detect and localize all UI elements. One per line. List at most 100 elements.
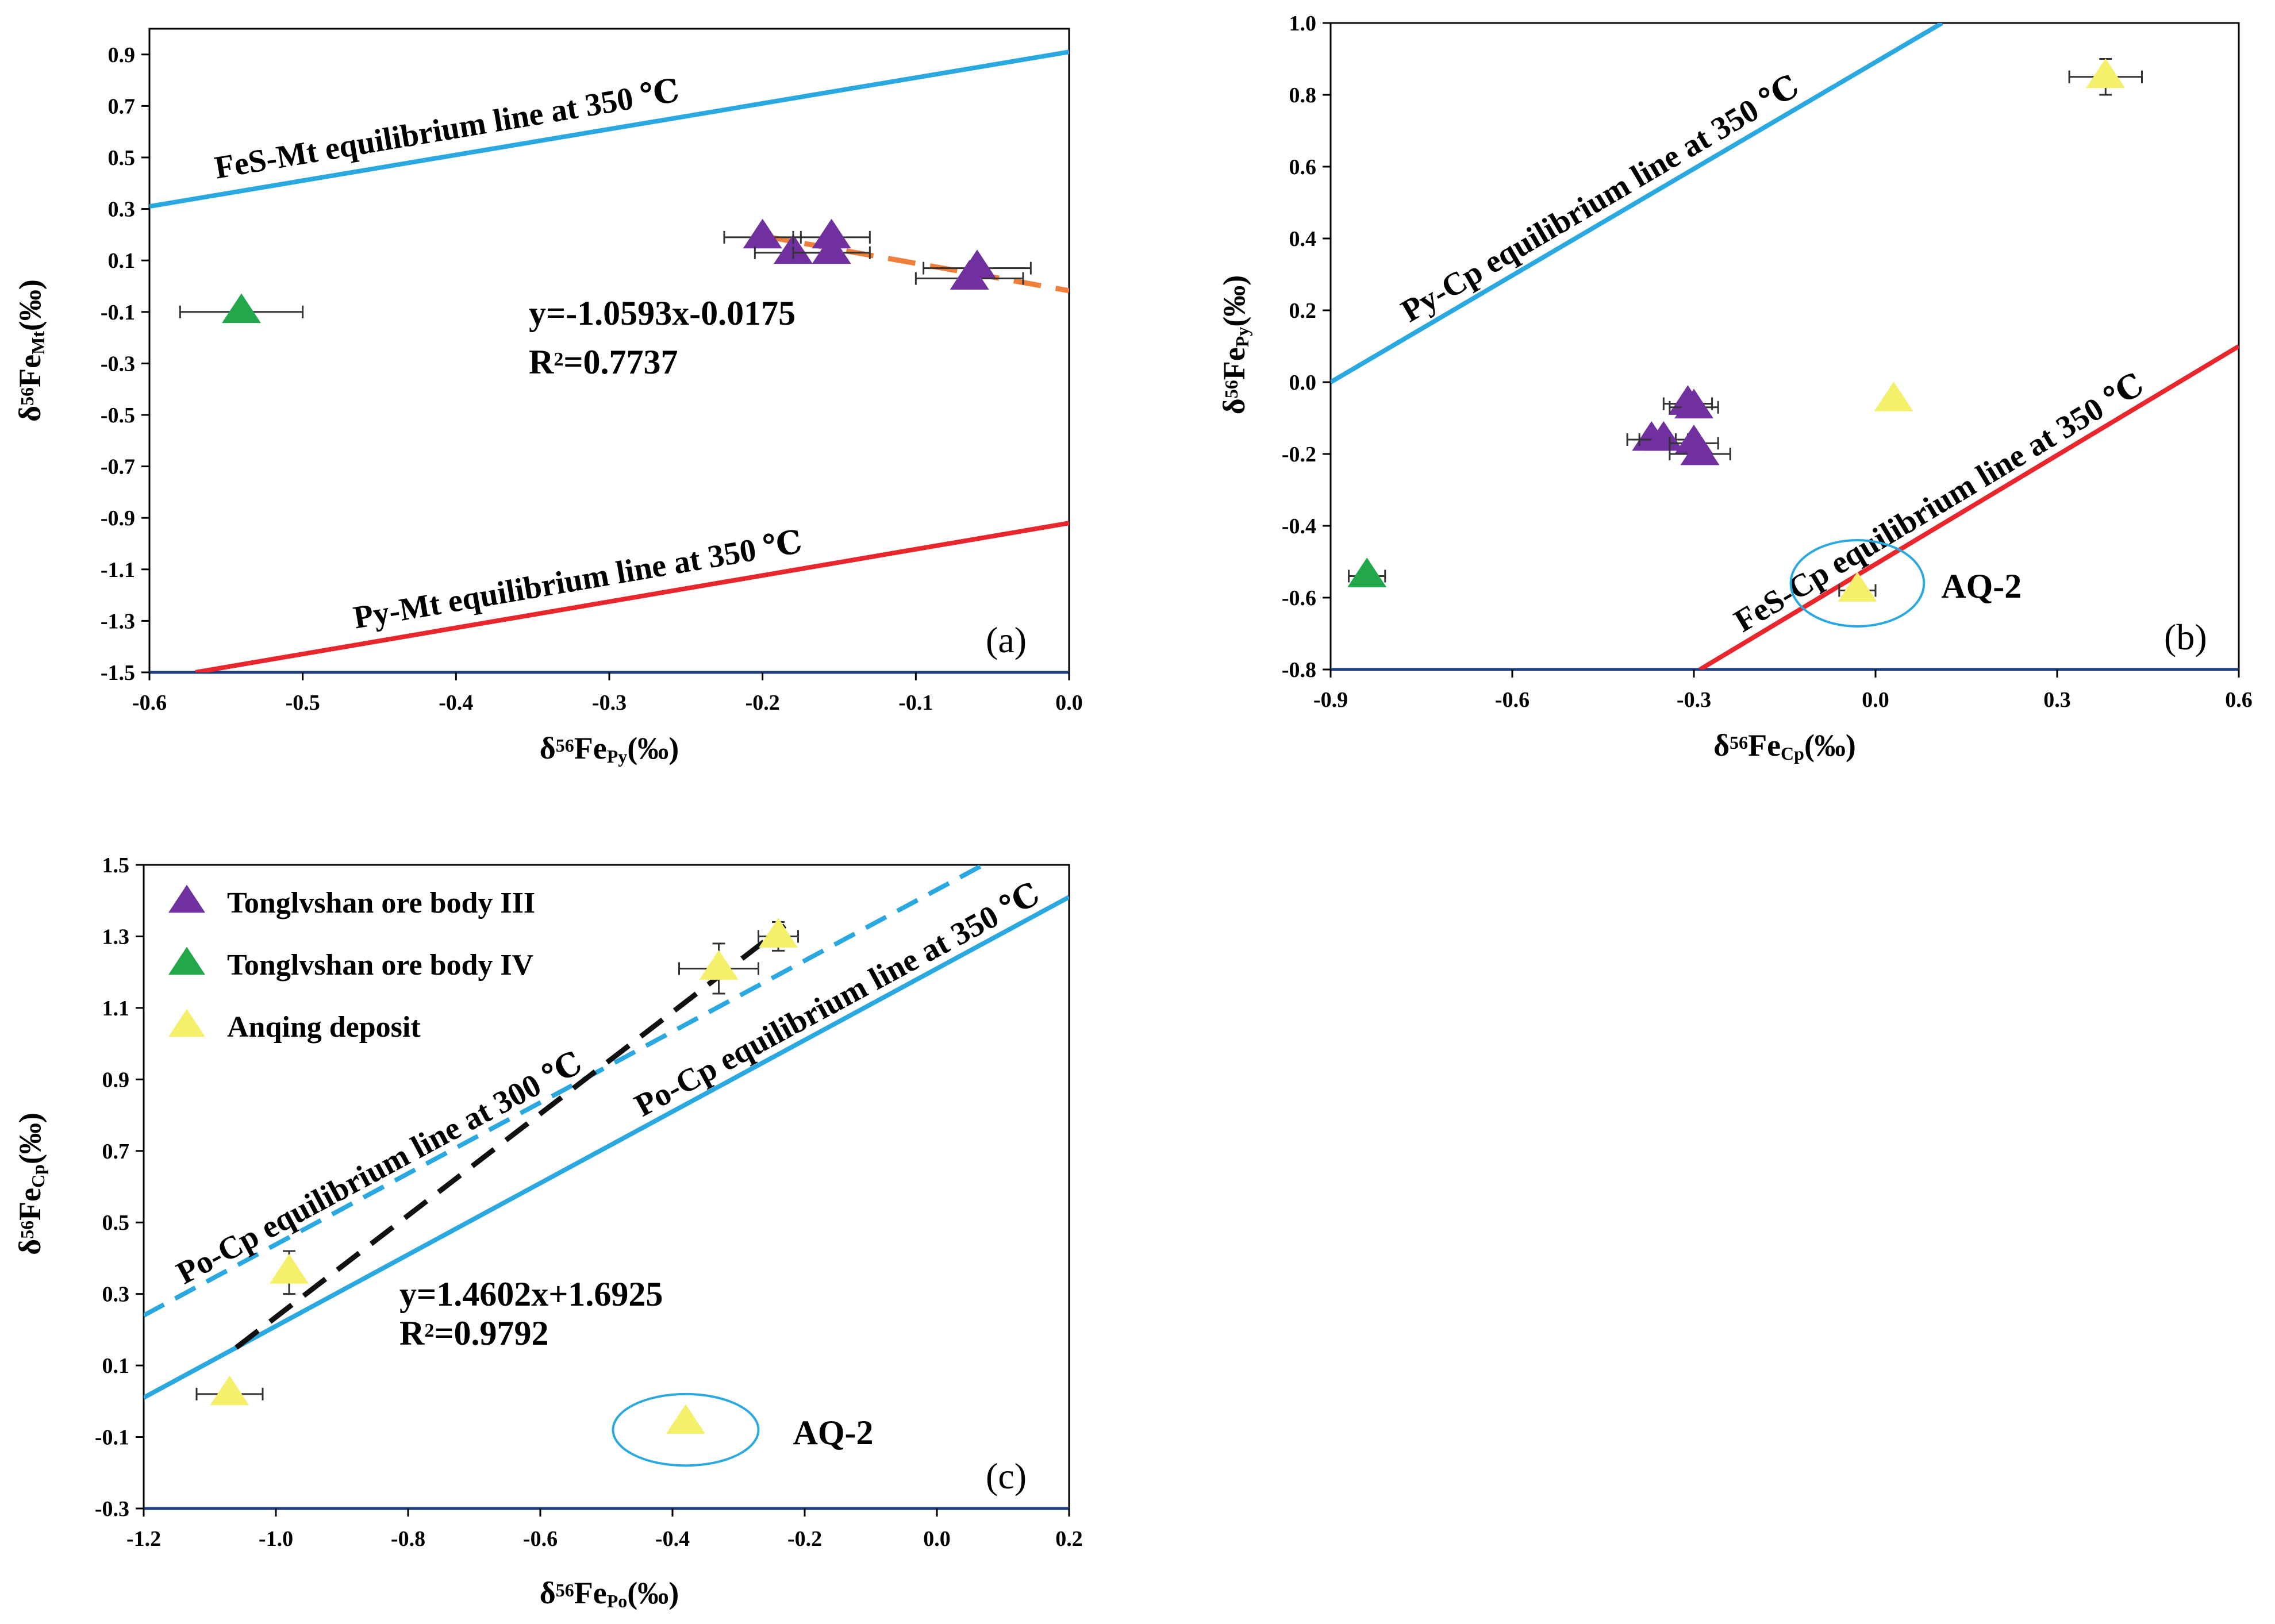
regression-equation: y=1.4602x+1.6925 bbox=[399, 1275, 663, 1313]
y-axis-title-sup: 56 bbox=[1221, 380, 1242, 398]
y-axis-title-sup: 56 bbox=[17, 1221, 37, 1239]
y-axis-title-main: Fe bbox=[13, 1188, 47, 1221]
panel-tag: (c) bbox=[986, 1456, 1027, 1496]
x-axis-title-sup: 56 bbox=[556, 735, 574, 756]
y-tick-label: 0.7 bbox=[108, 94, 136, 118]
data-point bbox=[1680, 435, 1720, 465]
y-tick-label: 0.3 bbox=[102, 1283, 130, 1307]
line-py-mt-350 bbox=[195, 521, 1069, 672]
y-axis-title: δ56FeCp(‰) bbox=[13, 1113, 48, 1255]
y-axis-title-sub: Py bbox=[1232, 327, 1252, 348]
panel-b: -0.9 -0.6 -0.3 0.0 0.3 0.6 -0.8 -0.6 -0.4 -0.2 0.0… bbox=[1217, 11, 2253, 764]
x-tick-label: -0.6 bbox=[132, 691, 167, 715]
x-tick-label: -0.6 bbox=[523, 1527, 558, 1551]
y-tick-label: 1.3 bbox=[102, 925, 130, 949]
panel-a: -0.6 -0.5 -0.4 -0.3 -0.2 -0.1 0.0 -1.5 -1.3 -1.1 -… bbox=[13, 28, 1083, 767]
y-tick-label: 0.3 bbox=[108, 198, 136, 222]
r2-exponent: 2 bbox=[554, 349, 563, 370]
data-point bbox=[666, 1404, 705, 1434]
y-tick-label: 0.8 bbox=[1289, 83, 1317, 107]
y-tick-label: -0.1 bbox=[101, 301, 135, 325]
panel-c: -1.2 -1.0 -0.8 -0.6 -0.4 -0.2 0.0 0.2 -0.3 -0.1 0.… bbox=[13, 853, 1083, 1611]
x-axis-title-sub: Py bbox=[607, 746, 628, 767]
x-axis-title-sup: 56 bbox=[556, 1580, 574, 1600]
y-tick-label: 0.5 bbox=[102, 1211, 130, 1235]
y-tick-label: -1.1 bbox=[101, 558, 135, 582]
regression-equation: y=-1.0593x-0.0175 bbox=[529, 294, 796, 332]
y-axis-title-main: Fe bbox=[13, 355, 47, 387]
data-point bbox=[1838, 572, 1877, 602]
y-tick-label: 0.9 bbox=[108, 43, 136, 67]
data-point bbox=[2086, 58, 2126, 88]
y-axis-title-sub: Cp bbox=[28, 1164, 48, 1188]
y-axis-title-unit: (‰) bbox=[13, 1113, 47, 1164]
legend-label: Anqing deposit bbox=[227, 1011, 421, 1044]
y-tick-label: -1.5 bbox=[101, 661, 135, 685]
highlight-label: AQ-2 bbox=[1941, 567, 2022, 605]
x-axis-title-main: Fe bbox=[1748, 728, 1781, 763]
data-point bbox=[270, 1254, 309, 1284]
line-regression bbox=[235, 923, 787, 1350]
line-po-cp-350 bbox=[144, 895, 1069, 1400]
y-axis-title-prefix: δ bbox=[1217, 398, 1251, 414]
y-tick-label: -0.2 bbox=[1282, 442, 1316, 467]
y-tick-label: -0.7 bbox=[101, 455, 135, 479]
series-tonglvshan-ore-body-iii bbox=[1626, 385, 1731, 465]
y-tick-label: 0.6 bbox=[1289, 155, 1317, 179]
x-tick-label: -1.0 bbox=[259, 1527, 293, 1551]
panel-tag: (b) bbox=[2164, 617, 2207, 657]
line-layer bbox=[1331, 23, 2239, 669]
x-tick-label: -0.2 bbox=[787, 1527, 822, 1551]
series-anqing-deposit bbox=[1838, 58, 2143, 602]
y-tick-label: -0.5 bbox=[101, 403, 135, 428]
x-tick-label: -0.2 bbox=[745, 691, 780, 715]
y-tick-label: 0.1 bbox=[102, 1354, 130, 1378]
y-tick-label: 0.9 bbox=[102, 1068, 130, 1092]
x-tick-label: -0.4 bbox=[655, 1527, 690, 1551]
r2-value: =0.7737 bbox=[563, 343, 678, 381]
line-label-py-cp-350: Py-Cp equilibrium line at 350 ℃ bbox=[1395, 68, 1805, 329]
series-anqing-deposit bbox=[195, 918, 799, 1434]
x-tick-label: 0.3 bbox=[2043, 688, 2071, 712]
line-label-po-cp-300: Po-Cp equilibrium line at 300 ℃ bbox=[171, 1045, 588, 1291]
y-tick-label: 1.1 bbox=[102, 996, 130, 1021]
x-tick-label: -0.5 bbox=[286, 691, 320, 715]
x-tick-label: -0.3 bbox=[592, 691, 627, 715]
x-tick-label: -0.4 bbox=[439, 691, 473, 715]
y-axis-title-sup: 56 bbox=[17, 387, 37, 406]
y-tick-label: -1.3 bbox=[101, 609, 135, 633]
y-axis-title-sub: Mt bbox=[28, 331, 48, 355]
line-po-cp-300 bbox=[144, 865, 985, 1318]
data-point bbox=[759, 918, 798, 948]
line-regression bbox=[762, 233, 1069, 294]
x-tick-label: 0.0 bbox=[1862, 688, 1889, 712]
y-tick-label: -0.3 bbox=[101, 352, 135, 376]
y-axis-title-prefix: δ bbox=[13, 406, 47, 422]
x-axis-title: δ56FePy(‰) bbox=[540, 731, 679, 767]
legend-marker bbox=[168, 1009, 205, 1037]
line-label-feS-cp-350: FeS-Cp equilibrium line at 350 ℃ bbox=[1728, 367, 2150, 639]
x-axis-title-prefix: δ bbox=[540, 1576, 556, 1610]
y-axis-title-main: Fe bbox=[1217, 347, 1251, 380]
data-point bbox=[222, 293, 261, 324]
y-tick-label: -0.4 bbox=[1282, 514, 1316, 538]
y-tick-label: 0.4 bbox=[1289, 227, 1317, 251]
line-layer bbox=[144, 865, 1069, 1400]
x-tick-label: 0.2 bbox=[1055, 1527, 1083, 1551]
highlight-label: AQ-2 bbox=[793, 1414, 874, 1452]
x-tick-label: 0.0 bbox=[923, 1527, 951, 1551]
y-tick-label: 0.7 bbox=[102, 1140, 130, 1164]
data-point bbox=[812, 234, 851, 264]
y-tick-label: 0.1 bbox=[108, 249, 136, 273]
y-axis-title-prefix: δ bbox=[13, 1239, 47, 1255]
series-tonglvshan-ore-body-iii bbox=[723, 218, 1032, 290]
data-point bbox=[1674, 388, 1713, 419]
regression-r2: R2=0.7737 bbox=[529, 343, 678, 381]
y-tick-label: -0.3 bbox=[95, 1497, 129, 1521]
x-axis-title-main: Fe bbox=[574, 1576, 607, 1610]
series-tonglvshan-ore-body-iv bbox=[1347, 557, 1387, 587]
y-axis-title-unit: (‰) bbox=[13, 279, 47, 331]
y-tick-label: 0.5 bbox=[108, 146, 136, 170]
x-tick-label: -0.9 bbox=[1313, 688, 1348, 712]
